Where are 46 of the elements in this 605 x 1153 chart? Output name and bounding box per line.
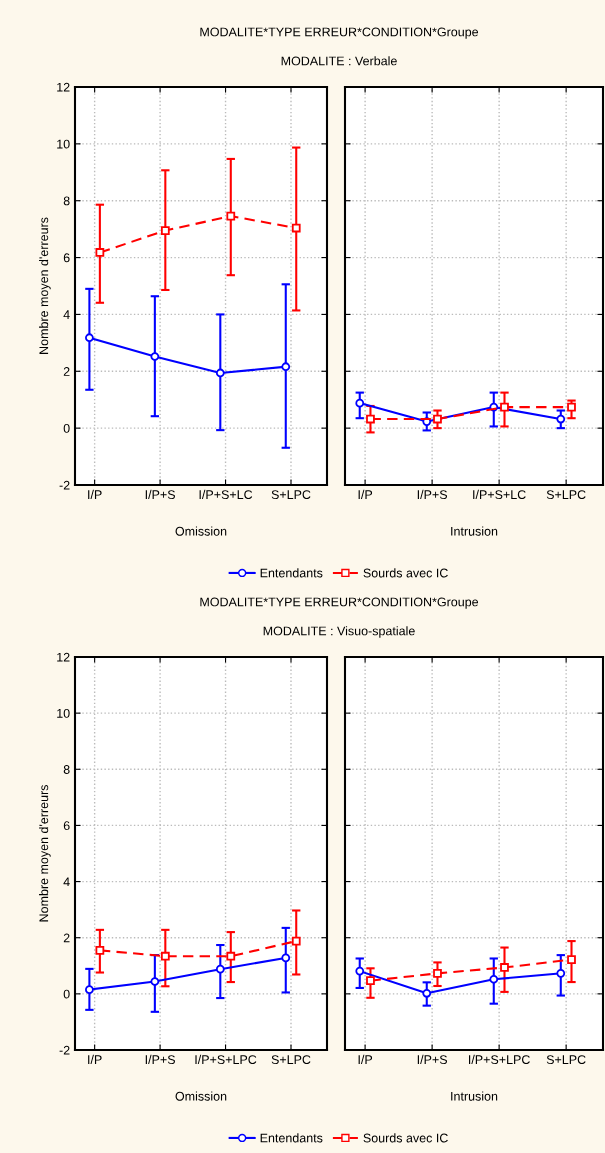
x-tick-label: S+LPC	[546, 490, 586, 500]
x-tick-label: S+LPC	[271, 1055, 311, 1065]
x-tick-label: S+LPC	[271, 490, 311, 500]
y-tick-label: 2	[63, 933, 70, 943]
legend-label: Sourds avec IC	[363, 1133, 448, 1143]
y-tick-label: 2	[63, 367, 70, 376]
x-axis-title: Omission	[175, 526, 227, 536]
y-tick-label: -2	[59, 480, 70, 490]
x-tick-label: I/P+S+LPC	[195, 1054, 257, 1065]
y-tick-label: 8	[63, 196, 70, 206]
x-axis-title: Omission	[175, 1091, 227, 1101]
y-tick-label: 4	[63, 310, 70, 319]
x-tick-label: I/P+S+LC	[199, 489, 253, 500]
chart-subtitle: MODALITE : Visuo-spatiale	[263, 626, 415, 638]
x-tick-label: I/P+S	[145, 489, 175, 500]
y-tick-label: 6	[63, 253, 70, 263]
y-axis-title: Nombre moyen d'erreurs	[39, 217, 51, 354]
legend-label: Entendants	[260, 1133, 323, 1143]
x-tick-label: I/P	[88, 1054, 102, 1065]
x-tick-label: I/P	[358, 1054, 373, 1065]
x-tick-label: I/P+S	[417, 1054, 447, 1065]
y-tick-label: 12	[57, 652, 70, 662]
y-tick-label: 0	[63, 423, 70, 433]
x-axis-title: Intrusion	[451, 526, 498, 536]
y-tick-label: 10	[57, 139, 70, 149]
y-tick-label: 8	[63, 765, 70, 774]
y-tick-label: 0	[63, 989, 70, 999]
chart-title: MODALITE*TYPE ERREUR*CONDITION*Groupe	[200, 597, 479, 609]
legend-label: Sourds avec IC	[363, 568, 448, 578]
y-tick-label: 12	[57, 82, 70, 92]
chart-title: MODALITE*TYPE ERREUR*CONDITION*Groupe	[200, 27, 479, 39]
y-tick-label: 6	[63, 821, 70, 831]
y-axis-title: Nombre moyen d'erreurs	[39, 785, 51, 922]
legend-label: Entendants	[260, 568, 323, 578]
y-tick-label: -2	[59, 1045, 70, 1055]
x-tick-label: I/P+S	[145, 1054, 175, 1065]
x-tick-label: I/P	[88, 489, 102, 500]
x-tick-label: I/P+S+LC	[473, 489, 526, 500]
x-tick-label: S+LPC	[546, 1055, 586, 1065]
y-tick-label: 4	[63, 877, 70, 887]
x-tick-label: I/P+S	[417, 489, 447, 500]
x-axis-title: Intrusion	[451, 1091, 498, 1101]
x-tick-label: I/P+S+LPC	[469, 1054, 530, 1065]
y-tick-label: 10	[57, 708, 70, 718]
x-tick-label: I/P	[358, 489, 373, 500]
chart-subtitle: MODALITE : Verbale	[281, 56, 397, 66]
